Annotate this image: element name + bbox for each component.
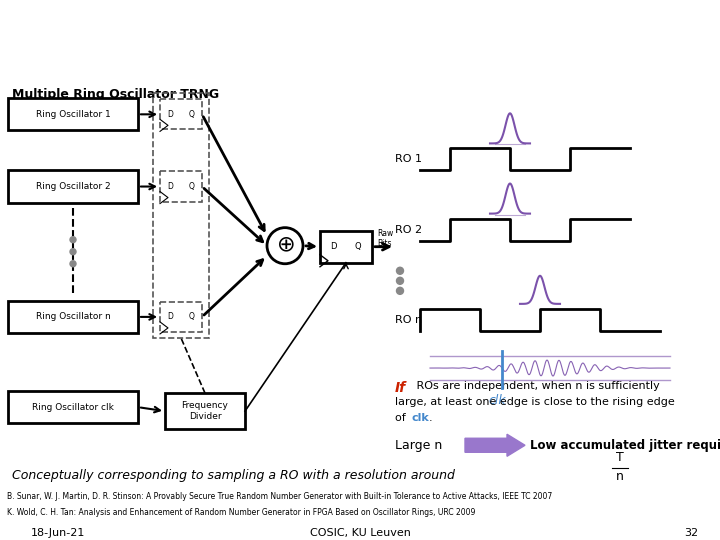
Text: Large n: Large n: [395, 439, 442, 452]
Text: Q: Q: [189, 110, 195, 119]
Text: Ring Oscillator n: Ring Oscillator n: [35, 313, 110, 321]
Text: Q: Q: [355, 242, 361, 251]
Bar: [8, 171, 138, 202]
Text: .: .: [429, 413, 433, 423]
Circle shape: [70, 261, 76, 267]
Text: If: If: [395, 381, 406, 395]
Text: K. Wold, C. H. Tan: Analysis and Enhancement of Random Number Generator in FPGA : K. Wold, C. H. Tan: Analysis and Enhance…: [7, 509, 476, 517]
Text: Frequency
Divider: Frequency Divider: [181, 401, 228, 421]
Text: RO n: RO n: [395, 315, 422, 325]
Text: n: n: [616, 470, 624, 483]
Bar: [153, 93, 209, 338]
Circle shape: [70, 249, 76, 255]
Circle shape: [397, 267, 403, 274]
Text: D: D: [167, 110, 173, 119]
Bar: [8, 391, 138, 423]
Text: $\oplus$: $\oplus$: [276, 235, 294, 256]
Bar: [8, 301, 138, 333]
Text: RO 1: RO 1: [395, 154, 422, 165]
Text: of: of: [395, 413, 409, 423]
Circle shape: [70, 237, 76, 242]
Text: Ring Oscillator 1: Ring Oscillator 1: [35, 110, 110, 119]
Bar: [160, 172, 202, 201]
Bar: [160, 99, 202, 130]
Circle shape: [397, 277, 403, 284]
Text: Raw
Bits: Raw Bits: [377, 229, 393, 248]
Text: T: T: [616, 451, 624, 464]
Circle shape: [397, 287, 403, 294]
Text: D: D: [330, 242, 336, 251]
Circle shape: [267, 228, 303, 264]
Bar: [8, 98, 138, 130]
Text: large, at least one edge is close to the rising edge: large, at least one edge is close to the…: [395, 397, 675, 407]
Bar: [160, 302, 202, 332]
Text: Conceptually corresponding to sampling a RO with a resolution around: Conceptually corresponding to sampling a…: [12, 469, 455, 482]
Text: Timing jitter based TRNG: MURO: Timing jitter based TRNG: MURO: [9, 23, 468, 47]
Text: clk: clk: [411, 413, 428, 423]
FancyArrow shape: [465, 434, 525, 456]
Bar: [165, 393, 245, 429]
Text: 32: 32: [684, 528, 698, 538]
Text: D: D: [167, 182, 173, 191]
Text: B. Sunar, W. J. Martin, D. R. Stinson: A Provably Secure True Random Number Gene: B. Sunar, W. J. Martin, D. R. Stinson: A…: [7, 492, 552, 501]
Text: Ring Oscillator 2: Ring Oscillator 2: [36, 182, 110, 191]
Text: RO 2: RO 2: [395, 225, 422, 235]
Text: Q: Q: [189, 313, 195, 321]
Text: COSIC, KU Leuven: COSIC, KU Leuven: [310, 528, 410, 538]
Text: 18-Jun-21: 18-Jun-21: [30, 528, 85, 538]
Text: Multiple Ring Oscillator TRNG: Multiple Ring Oscillator TRNG: [12, 88, 219, 102]
Bar: [320, 231, 372, 263]
Text: Low accumulated jitter required: Low accumulated jitter required: [530, 439, 720, 452]
Text: Q: Q: [189, 182, 195, 191]
Text: clk: clk: [488, 394, 506, 407]
Text: D: D: [167, 313, 173, 321]
Text: Ring Oscillator clk: Ring Oscillator clk: [32, 403, 114, 411]
Text: ROs are independent, when n is sufficiently: ROs are independent, when n is sufficien…: [413, 381, 660, 391]
